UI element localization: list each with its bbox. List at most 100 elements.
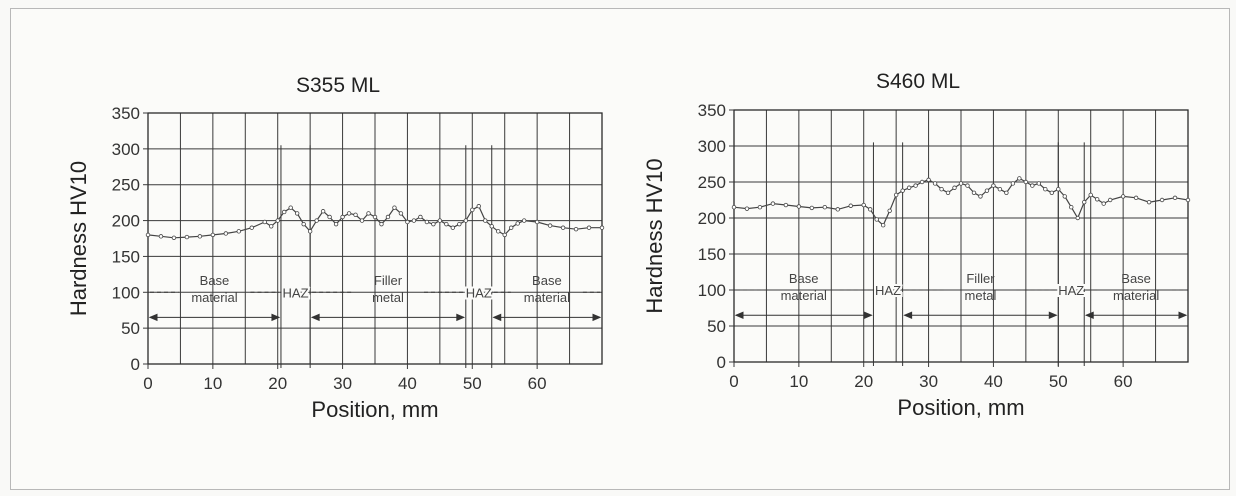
data-point — [249, 225, 254, 230]
x-tick-label: 30 — [919, 372, 938, 391]
data-point — [184, 234, 190, 240]
data-point — [476, 204, 481, 209]
data-point — [457, 221, 462, 227]
zone-arrowhead-right — [592, 313, 602, 322]
data-point — [913, 183, 918, 188]
data-point — [197, 234, 203, 239]
x-tick-label: 10 — [789, 372, 808, 391]
data-point — [437, 218, 443, 223]
zone-label: material — [191, 290, 237, 305]
zone-arrowhead-right — [271, 313, 281, 322]
data-point — [515, 221, 520, 226]
zone-1: Base material — [148, 273, 281, 322]
data-point — [1101, 201, 1106, 206]
data-point — [392, 205, 397, 210]
zone-3: Filler metal — [310, 273, 466, 322]
data-point — [861, 202, 866, 208]
data-point — [294, 211, 300, 216]
data-point — [770, 201, 776, 206]
zone-arrowhead-right — [1048, 311, 1058, 319]
zone-4: HAZ — [464, 283, 494, 302]
data-point — [359, 218, 365, 223]
data-point — [822, 204, 827, 210]
data-point — [171, 235, 177, 240]
zone-label: metal — [965, 288, 997, 303]
data-point — [327, 214, 332, 220]
data-point — [483, 218, 488, 223]
x-tick-label: 60 — [1114, 372, 1133, 391]
data-point — [1062, 194, 1067, 199]
x-tick-label: 0 — [143, 374, 152, 393]
x-tick-label: 20 — [854, 372, 873, 391]
data-point — [366, 211, 371, 216]
data-point — [874, 217, 879, 222]
data-point — [1094, 197, 1100, 202]
x-tick-label: 10 — [203, 374, 222, 393]
zone-label: material — [781, 288, 827, 303]
data-point — [1017, 176, 1022, 181]
x-tick-label: 50 — [1049, 372, 1068, 391]
zone-arrowhead-left — [734, 311, 744, 319]
data-point — [534, 219, 540, 225]
y-tick-label: 250 — [698, 173, 726, 192]
data-point — [919, 179, 925, 185]
zone-boundaries — [872, 142, 1085, 366]
data-point — [893, 192, 899, 198]
x-axis-label: Position, mm — [897, 395, 1024, 420]
data-point — [952, 185, 957, 190]
y-tick-label: 200 — [698, 209, 726, 228]
y-tick-label: 200 — [112, 212, 140, 231]
data-point — [282, 209, 287, 215]
data-point — [275, 218, 280, 223]
data-point — [586, 225, 592, 230]
y-tick-label: 350 — [112, 104, 140, 123]
data-point — [796, 204, 802, 209]
zone-5: Base material — [492, 273, 602, 322]
data-point — [932, 181, 938, 186]
data-point — [450, 225, 456, 230]
data-point — [984, 188, 990, 193]
y-tick-label: 0 — [131, 355, 140, 374]
data-point — [1030, 183, 1035, 188]
data-point — [1185, 197, 1191, 203]
data-point — [496, 229, 501, 234]
zone-label: material — [524, 290, 570, 305]
data-point — [1056, 186, 1061, 192]
zone-arrowhead-left — [310, 313, 320, 322]
data-point — [521, 218, 527, 223]
zone-3: Filler metal — [903, 271, 1058, 319]
data-point — [333, 221, 339, 227]
chart-title: S460 ML — [876, 70, 960, 93]
data-point — [444, 221, 449, 227]
data-point — [353, 212, 358, 218]
data-point — [1120, 194, 1126, 199]
y-tick-label: 50 — [121, 319, 140, 338]
data-point — [880, 222, 886, 228]
zone-arrowhead-left — [148, 313, 158, 322]
data-point — [848, 203, 853, 208]
data-point — [398, 211, 404, 216]
data-point — [1004, 190, 1009, 195]
data-point — [223, 231, 229, 236]
x-axis-label: Position, mm — [311, 397, 438, 422]
y-tick-label: 350 — [698, 101, 726, 120]
zone-label: material — [1113, 288, 1159, 303]
data-point — [431, 221, 436, 227]
y-tick-label: 150 — [112, 247, 140, 266]
data-point — [958, 181, 964, 186]
data-point — [978, 194, 983, 199]
grid-lines — [147, 112, 603, 365]
data-point — [1036, 181, 1042, 186]
data-point — [1023, 179, 1029, 185]
data-point — [314, 218, 319, 223]
zone-arrowhead-right — [1178, 311, 1188, 319]
data-point — [906, 185, 912, 190]
data-point — [489, 224, 494, 229]
data-point — [1172, 195, 1178, 201]
series-markers — [145, 204, 605, 240]
data-point — [288, 205, 293, 210]
zone-label: HAZ — [875, 283, 901, 298]
data-point — [372, 214, 378, 220]
data-point — [965, 183, 970, 188]
y-tick-label: 300 — [112, 140, 140, 159]
